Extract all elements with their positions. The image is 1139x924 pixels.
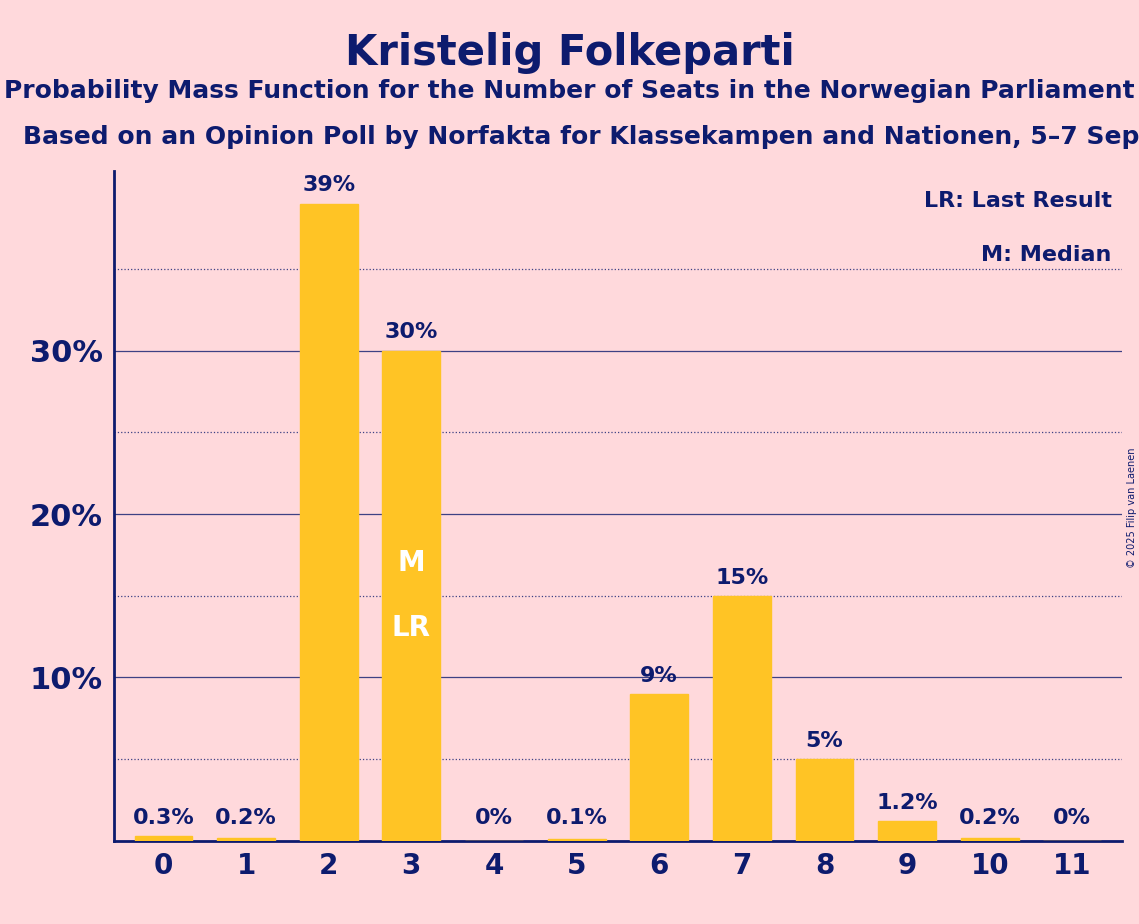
Bar <box>713 596 771 841</box>
Text: 1.2%: 1.2% <box>876 793 937 813</box>
Text: 0%: 0% <box>1054 808 1091 828</box>
Text: LR: LR <box>392 614 431 642</box>
Bar <box>134 836 192 841</box>
Text: 15%: 15% <box>715 567 769 588</box>
Text: LR: Last Result: LR: Last Result <box>924 191 1112 211</box>
Bar <box>878 821 936 841</box>
Text: Probability Mass Function for the Number of Seats in the Norwegian Parliament: Probability Mass Function for the Number… <box>5 79 1134 103</box>
Text: 0.2%: 0.2% <box>959 808 1021 828</box>
Text: 39%: 39% <box>302 176 355 196</box>
Text: 9%: 9% <box>640 665 678 686</box>
Bar <box>218 837 274 841</box>
Bar <box>630 694 688 841</box>
Text: 0.3%: 0.3% <box>132 808 195 828</box>
Text: Based on an Opinion Poll by Norfakta for Klassekampen and Nationen, 5–7 Septembe: Based on an Opinion Poll by Norfakta for… <box>23 125 1139 149</box>
Text: M: M <box>398 549 425 578</box>
Bar <box>548 839 606 841</box>
Text: 0.2%: 0.2% <box>215 808 277 828</box>
Text: © 2025 Filip van Laenen: © 2025 Filip van Laenen <box>1126 448 1137 568</box>
Bar <box>300 203 358 841</box>
Text: 30%: 30% <box>385 322 439 343</box>
Text: 0.1%: 0.1% <box>546 808 607 828</box>
Text: 5%: 5% <box>805 731 843 751</box>
Bar <box>961 837 1018 841</box>
Text: M: Median: M: Median <box>982 245 1112 264</box>
Bar <box>795 760 853 841</box>
Text: Kristelig Folkeparti: Kristelig Folkeparti <box>345 32 794 74</box>
Text: 0%: 0% <box>475 808 513 828</box>
Bar <box>383 351 441 841</box>
